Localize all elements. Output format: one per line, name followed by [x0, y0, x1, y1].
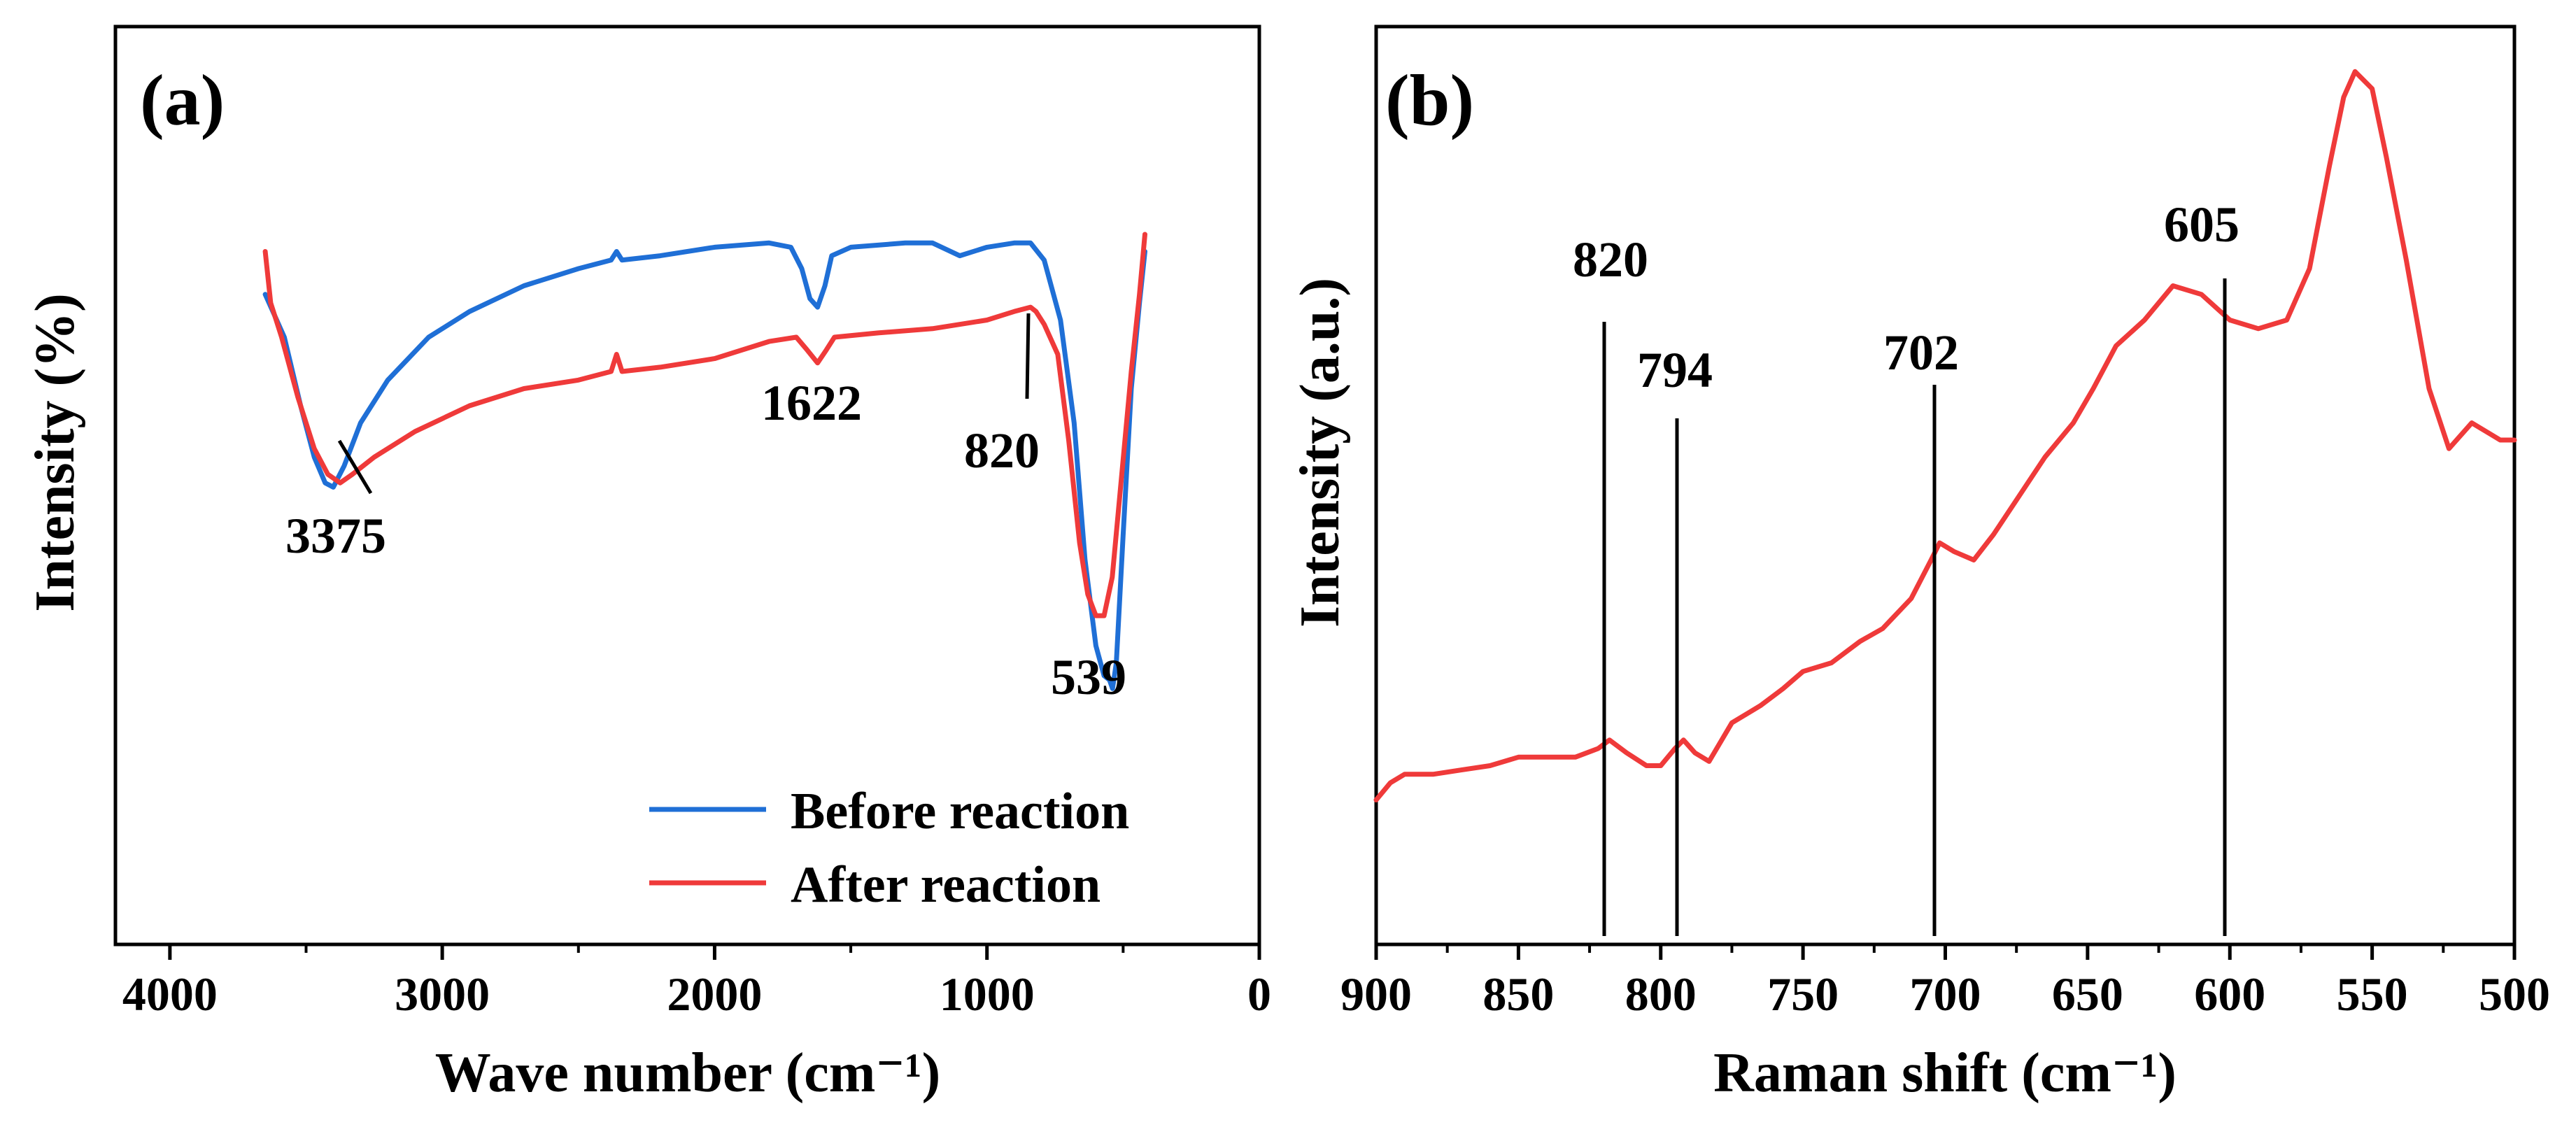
panel-b-x-axis-title: Raman shift (cm⁻¹): [1713, 1042, 2177, 1104]
series-line-a-1: [262, 232, 1147, 618]
panel-a-annotations: 3375 1622 820 539: [285, 313, 1126, 705]
panel-a-y-axis-title: Intensity (%): [24, 293, 86, 612]
peak-820-raman-label: 820: [1573, 232, 1648, 288]
panel-a-x-tick-labels: 4000 3000 2000 1000 0: [122, 968, 1271, 1021]
chart-panel-b: (b) 900 850 800 750 700 650 600 550 500 820 794 …: [1289, 24, 2550, 1104]
panel-b-x-ticks: [1374, 944, 2517, 960]
x-tick-label-b-600: 600: [2194, 968, 2265, 1021]
x-tick-label-a-0: 0: [1247, 968, 1271, 1021]
x-tick-label-a-2000: 2000: [667, 968, 762, 1021]
peak-794-raman-label: 794: [1637, 342, 1713, 398]
peak-539-label: 539: [1051, 649, 1126, 705]
peak-3375-label: 3375: [285, 508, 386, 564]
series-line-a-0: [262, 240, 1147, 691]
panel-b-frame: [1374, 24, 2517, 947]
x-tick-label-b-700: 700: [1910, 968, 1981, 1021]
panel-a-frame: [113, 24, 1261, 947]
panel-a-x-axis-title: Wave number (cm⁻¹): [435, 1042, 940, 1104]
x-tick-label-b-800: 800: [1625, 968, 1697, 1021]
panel-b-series: [1373, 69, 2517, 802]
x-tick-label-a-1000: 1000: [940, 968, 1035, 1021]
x-tick-label-b-550: 550: [2337, 968, 2408, 1021]
panel-a-series: [262, 232, 1147, 691]
chart-panel-a: (a) 4000 3000 2000 1000 0 3375 1622 820 539 …: [24, 24, 1271, 1104]
x-tick-label-b-900: 900: [1340, 968, 1412, 1021]
series-line-b-0: [1373, 69, 2517, 802]
x-tick-label-b-750: 750: [1767, 968, 1839, 1021]
panel-a-x-ticks: [168, 944, 1261, 960]
x-tick-label-b-500: 500: [2479, 968, 2550, 1021]
x-tick-label-a-3000: 3000: [395, 968, 490, 1021]
x-tick-label-b-850: 850: [1482, 968, 1554, 1021]
peak-1622-label: 1622: [761, 375, 862, 431]
panel-a-label: (a): [140, 60, 225, 141]
panel-b-annotations: 820 794 702 605: [1573, 197, 2239, 936]
x-tick-label-b-650: 650: [2052, 968, 2123, 1021]
peak-605-raman-label: 605: [2164, 197, 2239, 253]
panel-b-y-axis-title: Intensity (a.u.): [1289, 278, 1351, 628]
peak-820-leader: [1025, 313, 1031, 399]
peak-820-label: 820: [964, 423, 1040, 479]
x-tick-label-a-4000: 4000: [122, 968, 218, 1021]
legend-label-before: Before reaction: [791, 783, 1129, 840]
peak-3375-leader: [337, 439, 373, 495]
peak-702-raman-label: 702: [1883, 325, 1959, 381]
legend: Before reaction After reaction: [649, 783, 1129, 914]
panel-b-x-tick-labels: 900 850 800 750 700 650 600 550 500: [1340, 968, 2550, 1021]
panel-b-label: (b): [1385, 60, 1474, 141]
legend-label-after: After reaction: [791, 856, 1101, 914]
